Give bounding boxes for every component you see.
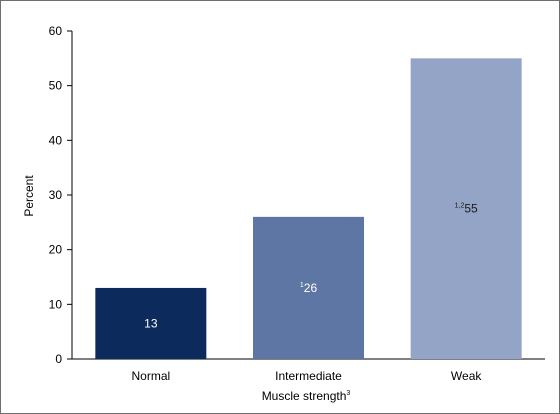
x-axis-title: Muscle strength3	[262, 389, 351, 403]
value-label-footnote: 1	[300, 282, 304, 289]
y-tick-label: 40	[49, 133, 63, 147]
bar-intermediate	[253, 216, 364, 359]
y-tick-label: 0	[55, 352, 62, 366]
y-axis: 0 10 20 30 40 50 60	[49, 24, 73, 366]
value-labels: 13 126 1,255	[144, 202, 478, 331]
value-label-number: 55	[464, 202, 478, 216]
x-ticks: Normal Intermediate Weak	[131, 369, 482, 383]
value-label: 1,255	[455, 202, 478, 216]
y-tick-label: 30	[49, 188, 63, 202]
x-tick-label: Intermediate	[275, 369, 342, 383]
y-tick-label: 50	[49, 79, 63, 93]
y-tick-label: 60	[49, 24, 63, 38]
x-tick-label: Normal	[131, 369, 170, 383]
x-axis-title-superscript: 3	[346, 390, 350, 397]
bars	[95, 58, 522, 359]
value-label: 126	[300, 281, 318, 295]
bar-normal	[95, 287, 207, 359]
y-tick-label: 10	[49, 297, 63, 311]
value-label: 13	[144, 316, 158, 330]
x-tick-label: Weak	[451, 369, 482, 383]
y-ticks: 0 10 20 30 40 50 60	[49, 24, 72, 366]
x-axis: Normal Intermediate Weak	[72, 358, 545, 383]
y-axis-title: Percent	[22, 175, 36, 217]
x-axis-title-text: Muscle strength	[262, 389, 347, 403]
y-tick-label: 20	[49, 243, 63, 257]
value-label-footnote: 1,2	[455, 203, 465, 210]
bar-weak	[410, 58, 522, 359]
value-label-number: 26	[304, 281, 318, 295]
